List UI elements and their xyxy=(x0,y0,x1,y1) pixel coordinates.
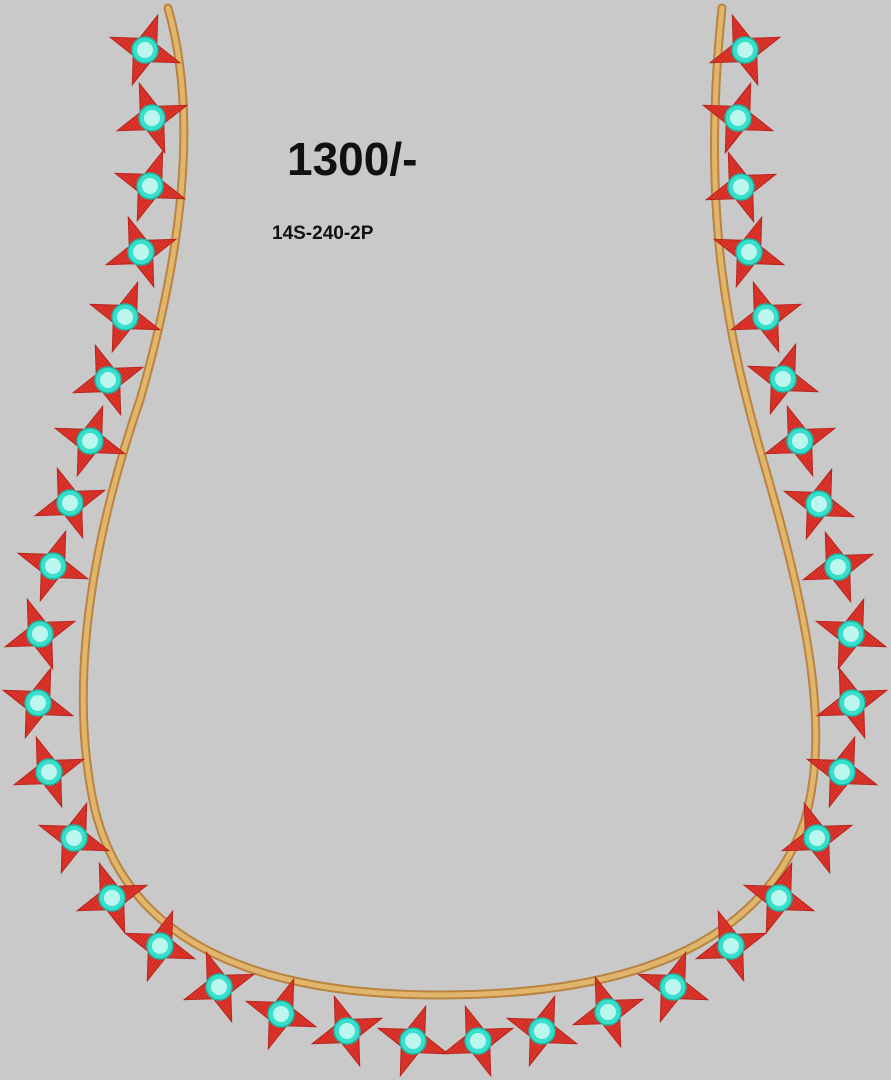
bead-highlight xyxy=(723,938,739,954)
bead-highlight xyxy=(339,1023,355,1039)
gold-cord-shadow xyxy=(78,3,821,1000)
bead-highlight xyxy=(152,938,168,954)
bead-highlight xyxy=(45,558,61,574)
bead-highlight xyxy=(737,42,753,58)
bead-highlight xyxy=(82,433,98,449)
bead-highlight xyxy=(730,110,746,126)
bead-highlight xyxy=(843,626,859,642)
bead-highlight xyxy=(211,979,227,995)
bead-highlight xyxy=(66,830,82,846)
bead-highlight xyxy=(144,110,160,126)
bead-highlight xyxy=(665,979,681,995)
bead-highlight xyxy=(758,309,774,325)
bead-highlight xyxy=(133,244,149,260)
bead-highlight xyxy=(273,1006,289,1022)
bead-highlight xyxy=(30,695,46,711)
bead-highlight xyxy=(104,890,120,906)
bead-highlight xyxy=(534,1023,550,1039)
star-bead-border xyxy=(1,13,889,1078)
bead-highlight xyxy=(32,626,48,642)
bead-highlight xyxy=(41,764,57,780)
bead-highlight xyxy=(600,1004,616,1020)
bead-highlight xyxy=(142,178,158,194)
bead-highlight xyxy=(733,179,749,195)
bead-highlight xyxy=(775,371,791,387)
bead-highlight xyxy=(405,1033,421,1049)
bead-highlight xyxy=(117,309,133,325)
bead-highlight xyxy=(834,764,850,780)
bead-highlight xyxy=(137,42,153,58)
bead-highlight xyxy=(741,244,757,260)
bead-highlight xyxy=(470,1033,486,1049)
bead-highlight xyxy=(830,559,846,575)
bead-highlight xyxy=(844,695,860,711)
bead-highlight xyxy=(792,433,808,449)
bead-highlight xyxy=(811,496,827,512)
bead-highlight xyxy=(809,830,825,846)
design-code-label: 14S-240-2P xyxy=(272,223,374,244)
bead-highlight xyxy=(771,890,787,906)
bead-highlight xyxy=(100,372,116,388)
gold-cord xyxy=(80,5,819,998)
price-label: 1300/- xyxy=(287,133,418,185)
bead-highlight xyxy=(62,495,78,511)
